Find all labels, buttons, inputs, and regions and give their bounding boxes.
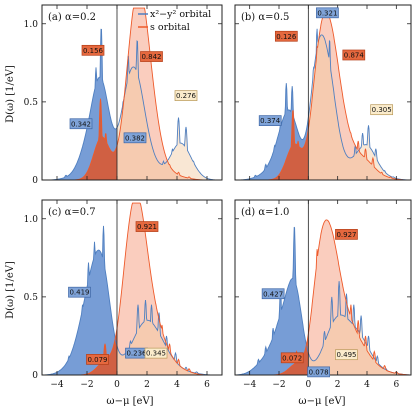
x-tick-label: 4 <box>174 380 180 390</box>
weight-label-box <box>370 104 394 116</box>
y-tick-label: 0 <box>32 176 38 186</box>
weight-label-box <box>86 354 109 365</box>
x-axis-label-left: ω−μ [eV] <box>106 396 153 407</box>
panel-4: −4 −2 0 2 4 6 (d) α=1.0 0.427 0.072 0.078 0.927 0.4… <box>234 199 412 390</box>
dxy-line <box>235 226 411 375</box>
dxy-occupied-area <box>42 225 117 375</box>
s-occupied-area <box>42 98 117 180</box>
panel-1: 0 0.5 1.0 (a) α=0.2 0.342 0.156 0.382 0.842 0.27… <box>24 4 223 186</box>
x-tick-label: 0 <box>114 380 120 390</box>
s-occupied-area <box>235 110 309 180</box>
s-line <box>42 202 222 375</box>
x-tick-label: 6 <box>204 380 210 390</box>
x-tick-label: −4 <box>50 380 64 390</box>
weight-label: 0.874 <box>344 52 365 60</box>
panel-label: (d) α=1.0 <box>241 207 289 218</box>
x-tick-label: 2 <box>144 380 150 390</box>
weight-label: 0.419 <box>69 289 89 297</box>
weight-label: 0.374 <box>260 117 281 125</box>
s-line <box>235 219 411 375</box>
plot-area <box>235 11 411 180</box>
weight-label: 0.382 <box>125 134 145 142</box>
panel-label: (b) α=0.5 <box>241 12 289 23</box>
weight-label-box <box>280 352 304 364</box>
weight-label: 0.927 <box>336 231 356 239</box>
weight-label-box <box>258 115 282 126</box>
weight-label: 0.072 <box>282 354 302 362</box>
weight-label-box <box>144 347 168 359</box>
weight-label: 0.345 <box>146 350 166 358</box>
y-tick-label: 0 <box>32 371 38 381</box>
y-tick-label: 0.5 <box>24 293 39 303</box>
dxy-line <box>42 28 222 180</box>
s-unoccupied-area <box>308 219 411 375</box>
panel-2: (b) α=0.5 0.374 0.126 0.321 0.874 0.305 <box>234 4 412 181</box>
panels: 0 0.5 1.0 (a) α=0.2 0.342 0.156 0.382 0.842 0.27… <box>24 4 412 390</box>
weight-label-box <box>335 229 358 240</box>
weight-label-box <box>274 30 298 42</box>
legend-label-dxy: x²−y² orbital <box>150 9 211 20</box>
dxy-occupied-area <box>235 227 309 375</box>
weight-label: 0.427 <box>263 290 283 298</box>
weight-label: 0.276 <box>176 92 197 100</box>
x-tick-label: 2 <box>335 380 341 390</box>
y-axis-label-top: D(ω) [1/eV] <box>5 65 16 123</box>
s-occupied-area <box>42 328 117 375</box>
s-line <box>42 7 222 180</box>
weight-label: 0.921 <box>137 223 157 231</box>
panel-3: −4 −2 0 2 4 600.51.0(c) α=0.70.4190.0790.2360… <box>24 199 223 390</box>
weight-label-box <box>307 366 330 378</box>
x-tick-label: −2 <box>272 380 285 390</box>
weight-label: 0.305 <box>372 106 392 114</box>
x-axis-label-right: ω−μ [eV] <box>298 396 345 407</box>
panel-frame <box>41 4 223 181</box>
y-tick-label: 0.5 <box>24 98 39 108</box>
legend-label-s: s orbital <box>150 22 190 33</box>
s-occupied-area <box>235 333 309 375</box>
weight-label-box <box>81 44 105 56</box>
weight-label-box <box>69 118 93 130</box>
x-tick-label: −4 <box>243 380 257 390</box>
legend: x²−y² orbital s orbital <box>138 9 211 33</box>
weight-label: 0.842 <box>141 53 161 61</box>
x-tick-label: 6 <box>393 380 399 390</box>
x-tick-label: 0 <box>305 380 311 390</box>
panel-label: (a) α=0.2 <box>48 12 96 23</box>
s-unoccupied-area <box>308 11 411 180</box>
weight-label-box <box>174 90 198 101</box>
dxy-unoccupied-area <box>117 41 222 180</box>
s-unoccupied-area <box>117 203 222 375</box>
dxy-unoccupied-area <box>308 281 411 375</box>
dxy-unoccupied-area <box>308 28 411 180</box>
weight-label-box <box>135 221 159 232</box>
plot-area <box>235 219 411 375</box>
weight-label-box <box>123 132 147 144</box>
y-axis-label-bottom: D(ω) [1/eV] <box>5 261 16 319</box>
weight-label: 0.126 <box>276 33 297 41</box>
weight-label-box <box>140 51 163 62</box>
panel-label: (c) α=0.7 <box>48 207 96 218</box>
weight-label: 0.078 <box>309 368 329 376</box>
x-tick-label: 4 <box>364 380 370 390</box>
weight-label: 0.236 <box>126 350 147 358</box>
weight-label: 0.321 <box>317 9 337 17</box>
weight-label: 0.156 <box>83 47 104 55</box>
panel-frame <box>234 4 412 181</box>
panel-frame <box>41 199 223 376</box>
y-tick-label: 1.0 <box>24 215 39 225</box>
weight-label: 0.079 <box>87 356 107 364</box>
x-tick-label: −2 <box>80 380 93 390</box>
weight-label-box <box>342 49 366 61</box>
y-tick-label: 1.0 <box>24 20 39 30</box>
weight-label: 0.342 <box>71 120 91 128</box>
weight-label-box <box>261 288 285 300</box>
weight-label-box <box>316 7 339 19</box>
dxy-line <box>235 28 411 180</box>
weight-label-box <box>335 349 358 361</box>
weight-label: 0.495 <box>336 351 356 359</box>
weight-label-box <box>68 286 91 298</box>
